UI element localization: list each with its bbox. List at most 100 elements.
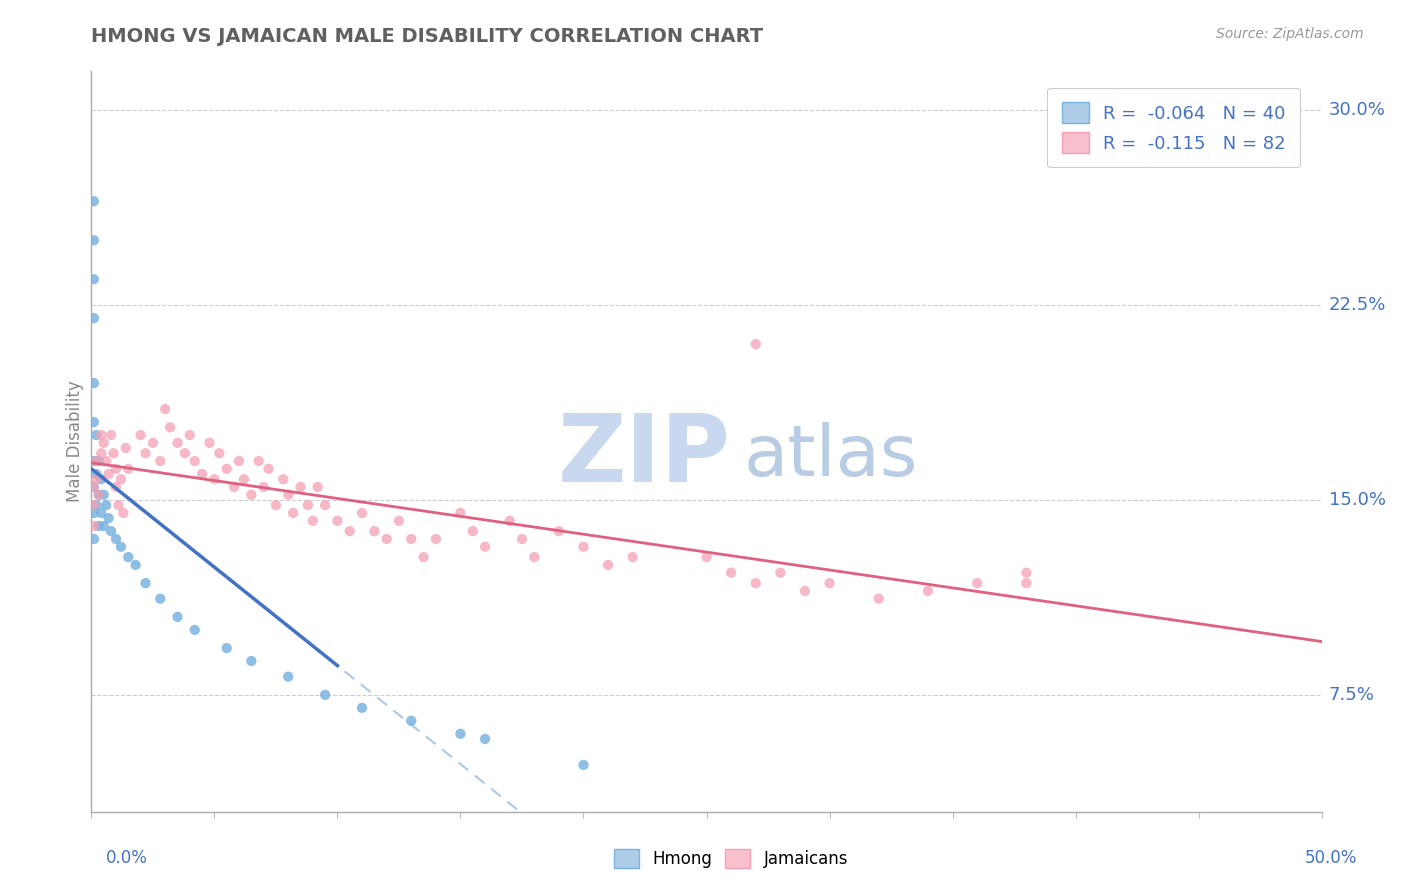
Text: 15.0%: 15.0% (1329, 491, 1385, 509)
Text: 50.0%: 50.0% (1305, 849, 1357, 867)
Point (124, 558, 146, 572)
Point (87, 488, 110, 502)
Point (461, 524, 484, 538)
Point (135, 446, 156, 460)
Point (183, 454, 207, 468)
Point (352, 701, 374, 715)
Point (326, 514, 349, 528)
Point (112, 506, 135, 520)
Point (215, 641, 238, 656)
Y-axis label: Male Disability: Male Disability (66, 381, 84, 502)
Point (83, 415, 105, 429)
Point (281, 506, 304, 520)
Point (745, 337, 768, 351)
Point (474, 731, 496, 746)
Point (314, 498, 336, 512)
Point (149, 454, 172, 468)
Point (917, 583, 939, 598)
Point (202, 472, 225, 486)
Point (818, 576, 841, 591)
Point (83, 480, 105, 494)
Point (103, 446, 125, 460)
Point (297, 498, 319, 512)
Point (87, 519, 110, 533)
Point (117, 462, 139, 476)
Point (149, 591, 172, 606)
Point (695, 550, 717, 565)
Point (83, 233, 105, 247)
Point (117, 550, 139, 565)
Point (966, 576, 988, 591)
Point (90, 506, 112, 520)
Point (93, 488, 115, 502)
Point (100, 428, 122, 442)
Point (86, 472, 108, 486)
Text: 7.5%: 7.5% (1329, 686, 1375, 704)
Point (301, 514, 323, 528)
Point (375, 532, 398, 546)
Point (90, 446, 112, 460)
Point (83, 454, 105, 468)
Point (240, 654, 263, 668)
Text: 30.0%: 30.0% (1329, 102, 1385, 120)
Point (215, 462, 238, 476)
Point (97, 511, 120, 525)
Point (159, 420, 181, 434)
Point (572, 758, 595, 772)
Point (498, 514, 520, 528)
Point (449, 506, 471, 520)
Point (166, 610, 188, 624)
Point (86, 454, 108, 468)
Point (93, 519, 115, 533)
Point (129, 428, 152, 442)
Point (745, 576, 768, 591)
Point (307, 480, 329, 494)
Point (474, 540, 496, 554)
Text: ZIP: ZIP (558, 410, 731, 502)
Point (86, 428, 108, 442)
Point (510, 532, 533, 546)
Point (142, 435, 165, 450)
Point (105, 480, 127, 494)
Text: HMONG VS JAMAICAN MALE DISABILITY CORRELATION CHART: HMONG VS JAMAICAN MALE DISABILITY CORREL… (91, 27, 763, 45)
Point (110, 472, 132, 486)
Point (352, 506, 374, 520)
Point (793, 583, 815, 598)
Point (388, 514, 411, 528)
Point (868, 591, 890, 606)
Text: 22.5%: 22.5% (1329, 296, 1386, 314)
Point (83, 376, 105, 390)
Point (412, 550, 434, 565)
Point (240, 488, 263, 502)
Point (83, 532, 105, 546)
Point (96, 454, 117, 468)
Point (1015, 576, 1038, 591)
Point (83, 480, 105, 494)
Point (257, 462, 280, 476)
Point (97, 467, 120, 481)
Point (83, 498, 105, 512)
Point (83, 311, 105, 326)
Point (153, 402, 177, 417)
Point (264, 498, 287, 512)
Point (596, 558, 619, 572)
Point (183, 623, 207, 637)
Text: 0.0%: 0.0% (105, 849, 148, 867)
Point (174, 446, 197, 460)
Point (572, 540, 595, 554)
Point (135, 576, 156, 591)
Point (1015, 566, 1038, 580)
Point (93, 435, 115, 450)
Text: Source: ZipAtlas.com: Source: ZipAtlas.com (1216, 27, 1364, 41)
Point (83, 272, 105, 286)
Point (110, 540, 132, 554)
Point (247, 454, 270, 468)
Point (83, 519, 105, 533)
Point (191, 467, 214, 481)
Point (83, 194, 105, 209)
Point (290, 480, 312, 494)
Point (90, 428, 112, 442)
Point (271, 472, 295, 486)
Point (720, 566, 742, 580)
Point (523, 550, 546, 565)
